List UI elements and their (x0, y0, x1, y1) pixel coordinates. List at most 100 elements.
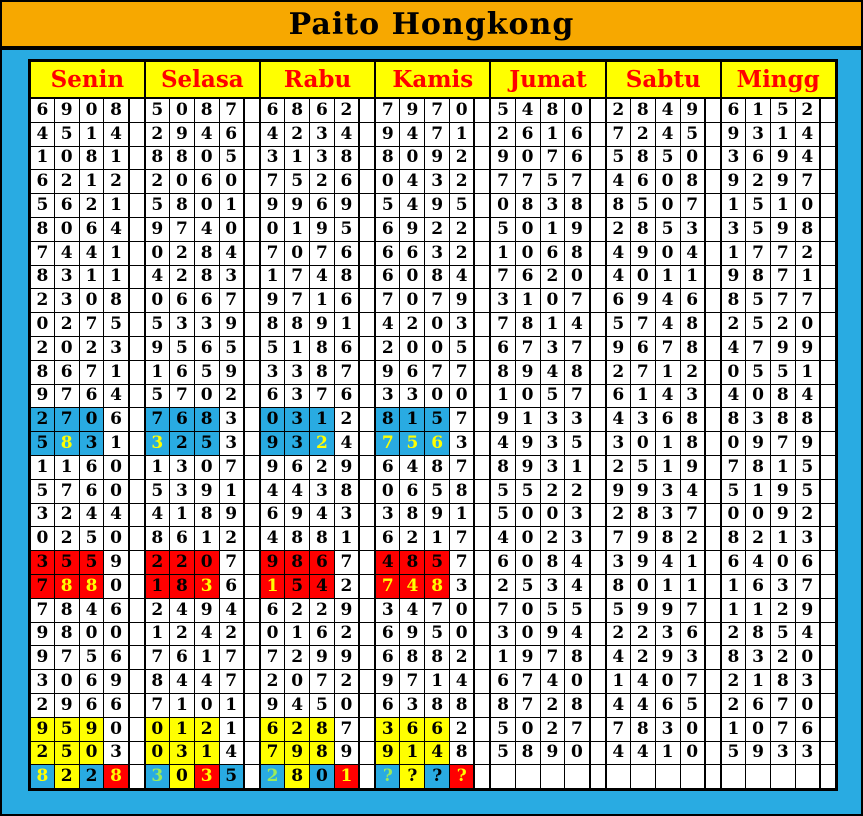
digit-cell: 2 (309, 597, 335, 623)
digit-cell: 0 (679, 716, 706, 742)
spacer-cell (358, 716, 377, 742)
spacer-cell (818, 407, 838, 433)
digit-cell: 6 (333, 335, 360, 361)
digit-cell: 0 (564, 669, 591, 694)
spacer-cell (242, 383, 261, 409)
digit-cell: 4 (679, 240, 706, 266)
digit-cell: 4 (794, 383, 821, 409)
spacer-cell (703, 669, 722, 694)
spacer-cell (127, 359, 146, 385)
digit-cell: 8 (514, 740, 541, 766)
digit-cell (720, 764, 747, 791)
digit-cell: 8 (399, 645, 426, 671)
digit-cell: 5 (168, 335, 195, 361)
digit-cell: 0 (399, 288, 426, 314)
digit-cell: 6 (218, 121, 245, 147)
digit-cell: 3 (218, 264, 245, 290)
digit-cell: 0 (103, 454, 130, 480)
spacer-cell (127, 740, 146, 766)
digit-cell: 4 (193, 621, 220, 647)
spacer-cell (242, 478, 261, 504)
digit-cell: 5 (259, 335, 286, 361)
digit-cell: 7 (53, 383, 80, 409)
digit-cell: 1 (794, 359, 821, 385)
spacer-cell (358, 97, 377, 123)
digit-cell (745, 764, 771, 791)
digit-cell: 1 (259, 573, 286, 599)
digit-cell: 4 (514, 97, 541, 123)
digit-cell: 0 (193, 692, 220, 718)
digit-cell: 5 (53, 121, 80, 147)
digit-cell: 2 (449, 169, 475, 195)
title-banner: Paito Hongkong (2, 2, 861, 50)
spacer-cell (242, 764, 261, 791)
digit-cell: 3 (449, 573, 475, 599)
digit-cell: 7 (564, 383, 591, 409)
digit-cell: 8 (629, 145, 656, 171)
spacer-cell (242, 359, 261, 385)
digit-cell: 7 (449, 407, 475, 433)
digit-cell: 0 (193, 383, 220, 409)
digit-cell: 8 (53, 431, 80, 456)
digit-cell: 1 (259, 264, 286, 290)
spacer-cell (473, 121, 492, 147)
spacer-cell (358, 216, 377, 242)
spacer-cell (242, 145, 261, 171)
digit-cell: 0 (374, 169, 401, 195)
digit-cell: 2 (29, 692, 55, 718)
digit-cell: 3 (144, 764, 170, 791)
digit-cell: 1 (424, 526, 451, 552)
digit-cell: 8 (539, 550, 566, 575)
digit-cell: 5 (78, 645, 105, 671)
digit-cell: 4 (399, 573, 426, 599)
digit-cell: 2 (144, 169, 170, 195)
digit-cell: 7 (218, 645, 245, 671)
spacer-cell (818, 264, 838, 290)
digit-cell: 0 (720, 431, 747, 456)
digit-cell: 5 (629, 193, 656, 218)
digit-cell: 7 (78, 312, 105, 337)
spacer-cell (358, 550, 377, 575)
digit-cell: 0 (53, 669, 80, 694)
digit-cell: 8 (193, 502, 220, 528)
digit-cell: 4 (218, 740, 245, 766)
digit-cell: 5 (193, 359, 220, 385)
digit-cell (564, 764, 591, 791)
digit-cell: 5 (53, 550, 80, 575)
digit-cell: 5 (489, 216, 516, 242)
digit-cell: 0 (399, 145, 426, 171)
spacer-cell (358, 526, 377, 552)
digit-cell: 9 (333, 740, 360, 766)
digit-cell: 1 (103, 193, 130, 218)
digit-cell: 1 (144, 359, 170, 385)
digit-cell: 8 (679, 312, 706, 337)
spacer-cell (703, 431, 722, 456)
spacer-cell (703, 240, 722, 266)
digit-cell: 8 (78, 145, 105, 171)
spacer-cell (242, 716, 261, 742)
digit-cell: 6 (514, 264, 541, 290)
digit-cell: 9 (424, 145, 451, 171)
digit-cell: 4 (629, 740, 656, 766)
digit-cell: 4 (309, 573, 335, 599)
digit-cell: 4 (564, 621, 591, 647)
spacer-cell (242, 597, 261, 623)
digit-cell: 4 (489, 431, 516, 456)
digit-cell: 1 (218, 193, 245, 218)
digit-cell: 2 (605, 454, 631, 480)
spacer-cell (127, 645, 146, 671)
digit-cell: 0 (259, 621, 286, 647)
digit-cell: 4 (605, 692, 631, 718)
spacer-cell (127, 335, 146, 361)
digit-cell: 3 (309, 478, 335, 504)
digit-cell: 4 (374, 312, 401, 337)
spacer-cell (127, 573, 146, 599)
digit-cell: 6 (103, 692, 130, 718)
digit-cell: 0 (259, 407, 286, 433)
digit-cell: 9 (78, 716, 105, 742)
digit-cell: 2 (745, 169, 771, 195)
digit-cell: 2 (539, 692, 566, 718)
digit-cell: 9 (539, 740, 566, 766)
